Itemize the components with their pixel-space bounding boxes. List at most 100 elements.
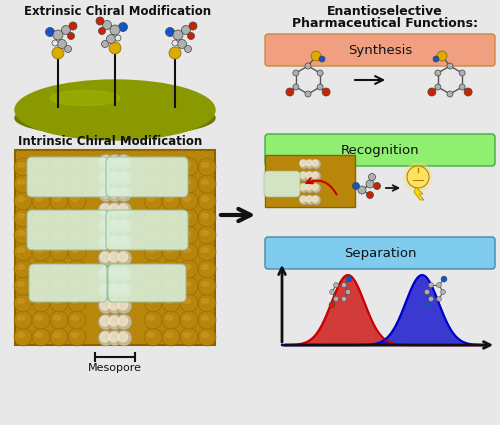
Ellipse shape: [305, 195, 315, 205]
Ellipse shape: [144, 243, 162, 261]
Ellipse shape: [180, 294, 198, 312]
Ellipse shape: [36, 214, 43, 218]
FancyBboxPatch shape: [106, 210, 188, 250]
Ellipse shape: [107, 154, 123, 170]
Circle shape: [110, 25, 120, 35]
Ellipse shape: [50, 209, 68, 227]
Ellipse shape: [54, 333, 60, 337]
Circle shape: [435, 70, 441, 76]
Ellipse shape: [116, 218, 132, 234]
Ellipse shape: [54, 197, 60, 201]
Ellipse shape: [100, 236, 110, 246]
Ellipse shape: [311, 171, 321, 181]
Ellipse shape: [118, 300, 128, 310]
Circle shape: [428, 283, 434, 288]
Ellipse shape: [144, 260, 162, 278]
Ellipse shape: [100, 252, 110, 262]
Ellipse shape: [144, 175, 162, 193]
Ellipse shape: [18, 265, 24, 269]
Ellipse shape: [198, 175, 216, 193]
Circle shape: [58, 40, 66, 48]
Ellipse shape: [14, 158, 32, 176]
Circle shape: [447, 91, 453, 97]
Ellipse shape: [100, 316, 110, 326]
Ellipse shape: [109, 252, 119, 262]
Ellipse shape: [109, 236, 119, 246]
Ellipse shape: [116, 330, 132, 346]
Ellipse shape: [72, 299, 78, 303]
Ellipse shape: [50, 175, 68, 193]
Ellipse shape: [306, 160, 312, 166]
Ellipse shape: [148, 248, 154, 252]
Ellipse shape: [50, 311, 68, 329]
Circle shape: [329, 302, 335, 308]
Ellipse shape: [198, 209, 216, 227]
Circle shape: [322, 88, 330, 96]
Ellipse shape: [202, 316, 208, 320]
Ellipse shape: [180, 277, 198, 295]
Circle shape: [305, 63, 311, 69]
FancyBboxPatch shape: [29, 264, 107, 302]
Text: Intrinsic Chiral Modification: Intrinsic Chiral Modification: [18, 135, 202, 148]
Ellipse shape: [299, 195, 309, 205]
Circle shape: [437, 51, 447, 61]
Ellipse shape: [305, 159, 315, 169]
Circle shape: [286, 88, 294, 96]
Ellipse shape: [32, 260, 50, 278]
Ellipse shape: [32, 175, 50, 193]
Text: Pharmaceutical Functions:: Pharmaceutical Functions:: [292, 17, 478, 30]
Ellipse shape: [54, 231, 60, 235]
Ellipse shape: [14, 192, 32, 210]
Circle shape: [68, 32, 74, 40]
Circle shape: [96, 17, 104, 25]
Circle shape: [53, 30, 63, 40]
Ellipse shape: [202, 299, 208, 303]
Ellipse shape: [50, 158, 68, 176]
Ellipse shape: [198, 226, 216, 244]
Circle shape: [428, 88, 436, 96]
Ellipse shape: [162, 260, 180, 278]
Ellipse shape: [404, 163, 432, 191]
Circle shape: [184, 45, 192, 53]
Ellipse shape: [148, 163, 154, 167]
Ellipse shape: [15, 100, 215, 136]
Ellipse shape: [184, 316, 190, 320]
Ellipse shape: [306, 196, 312, 202]
FancyBboxPatch shape: [265, 34, 495, 66]
Ellipse shape: [311, 159, 321, 169]
Ellipse shape: [109, 172, 119, 182]
Ellipse shape: [14, 294, 32, 312]
Ellipse shape: [109, 204, 119, 214]
Ellipse shape: [300, 184, 306, 190]
Ellipse shape: [118, 204, 128, 214]
Circle shape: [366, 192, 374, 198]
Ellipse shape: [54, 214, 60, 218]
Circle shape: [311, 51, 321, 61]
Ellipse shape: [198, 260, 216, 278]
Ellipse shape: [54, 299, 60, 303]
Ellipse shape: [50, 277, 68, 295]
Ellipse shape: [198, 158, 216, 176]
Ellipse shape: [98, 298, 114, 314]
Ellipse shape: [300, 172, 306, 178]
Text: Extrinsic Chiral Modification: Extrinsic Chiral Modification: [24, 5, 212, 18]
Ellipse shape: [198, 192, 216, 210]
Ellipse shape: [100, 204, 110, 214]
Ellipse shape: [184, 180, 190, 184]
Ellipse shape: [32, 158, 50, 176]
Polygon shape: [414, 187, 424, 200]
Ellipse shape: [184, 231, 190, 235]
Ellipse shape: [68, 311, 86, 329]
Ellipse shape: [32, 243, 50, 261]
Ellipse shape: [14, 311, 32, 329]
Circle shape: [459, 84, 465, 90]
Ellipse shape: [166, 316, 172, 320]
FancyBboxPatch shape: [27, 157, 109, 197]
FancyBboxPatch shape: [27, 210, 109, 250]
Circle shape: [46, 28, 54, 37]
Circle shape: [334, 296, 338, 301]
Ellipse shape: [162, 209, 180, 227]
Ellipse shape: [107, 298, 123, 314]
Circle shape: [293, 70, 299, 76]
Ellipse shape: [180, 328, 198, 346]
